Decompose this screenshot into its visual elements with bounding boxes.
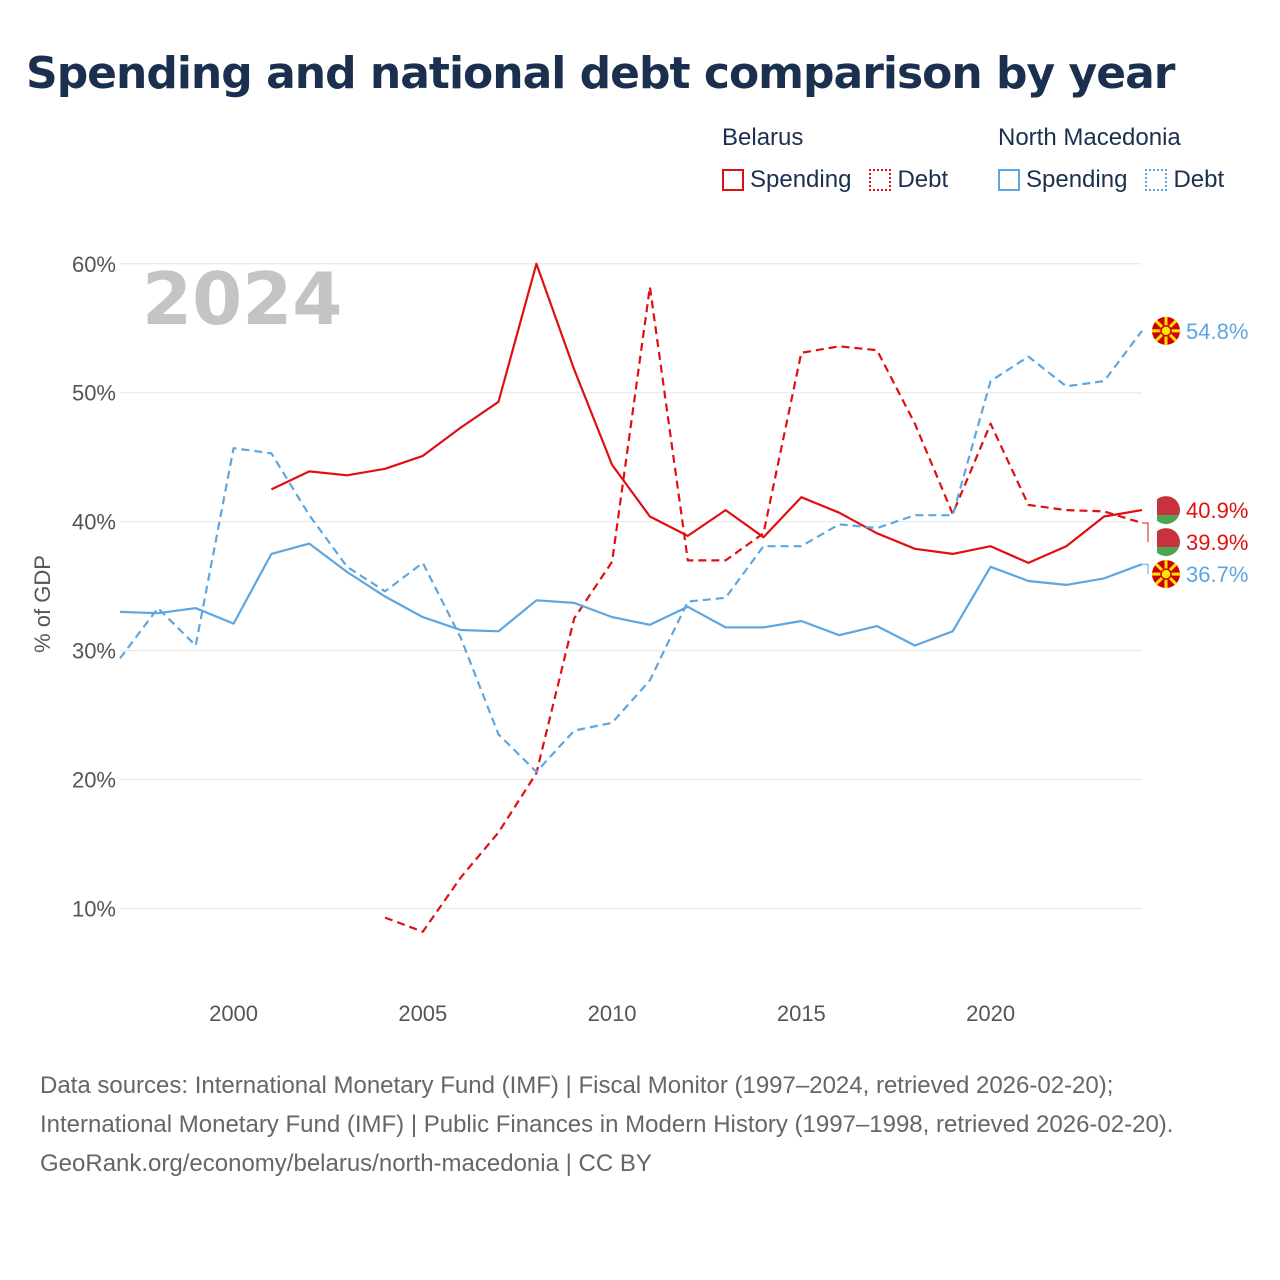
end-labels: 54.8% 40.9% 39.9% 36.7%: [1152, 316, 1248, 589]
legend-item-north-macedonia-debt[interactable]: Debt: [1145, 166, 1224, 194]
legend-item-belarus-spending[interactable]: Spending: [722, 166, 851, 194]
label-connector: [1142, 522, 1149, 543]
x-tick-label: 2005: [398, 1001, 447, 1026]
legend-belarus: Belarus Spending Debt: [722, 124, 948, 194]
label-connectors: [1142, 522, 1149, 575]
legend-label: Debt: [897, 166, 949, 193]
end-value-label: 54.8%: [1186, 319, 1248, 344]
year-watermark: 2024: [142, 257, 342, 341]
series-line-north-macedonia-spending[interactable]: [119, 542, 1143, 647]
belarus-flag-icon: [1152, 528, 1180, 557]
series-line-belarus-debt[interactable]: [384, 285, 1143, 933]
y-tick-label: 60%: [72, 252, 116, 277]
data-sources: Data sources: International Monetary Fun…: [40, 1072, 1174, 1138]
y-axis-ticks: 10% 20% 30% 40% 50% 60%: [72, 252, 116, 922]
end-value-label: 40.9%: [1186, 498, 1248, 523]
y-tick-label: 40%: [72, 510, 116, 535]
x-axis-ticks: 2000 2005 2010 2015 2020: [209, 1001, 1015, 1026]
legend-country-belarus: Belarus: [722, 124, 804, 151]
end-value-label: 36.7%: [1186, 562, 1248, 587]
legend-swatch-dotted: [869, 169, 892, 191]
legend-north-macedonia: North Macedonia Spending Debt: [998, 124, 1224, 194]
legend-swatch-solid: [998, 169, 1020, 191]
legend-label: Spending: [750, 166, 852, 193]
x-tick-label: 2000: [209, 1001, 258, 1026]
label-connector: [1142, 563, 1149, 575]
gridlines: [120, 263, 1142, 910]
x-tick-label: 2020: [966, 1001, 1015, 1026]
chart-title: Spending and national debt comparison by…: [26, 48, 1175, 99]
x-tick-label: 2015: [777, 1001, 826, 1026]
y-tick-label: 30%: [72, 639, 116, 664]
north-macedonia-flag-icon: [1152, 560, 1180, 589]
y-tick-label: 10%: [72, 897, 116, 922]
legend-swatch-solid: [722, 169, 744, 191]
belarus-flag-icon: [1152, 496, 1180, 525]
north-macedonia-flag-icon: [1152, 316, 1180, 345]
line-chart: 10%20%30%40%50%60% 2000 2005 2010 2015 2020 …: [30, 252, 1248, 1026]
series-lines: [119, 262, 1143, 933]
footer: Data sources: International Monetary Fun…: [40, 1066, 1240, 1183]
series-line-belarus-spending[interactable]: [270, 262, 1143, 564]
legend-item-belarus-debt[interactable]: Debt: [869, 166, 948, 194]
x-tick-label: 2010: [588, 1001, 637, 1026]
series-line-north-macedonia-debt[interactable]: [119, 330, 1143, 773]
credit-link[interactable]: GeoRank.org/economy/belarus/north-macedo…: [40, 1150, 652, 1177]
end-value-label: 39.9%: [1186, 530, 1248, 555]
legend-item-north-macedonia-spending[interactable]: Spending: [998, 166, 1127, 194]
legend-swatch-dotted: [1145, 169, 1168, 191]
y-tick-label: 50%: [72, 381, 116, 406]
y-tick-label: 20%: [72, 768, 116, 793]
y-axis-label: % of GDP: [30, 555, 55, 653]
legend-country-north-macedonia: North Macedonia: [998, 124, 1181, 151]
legend-label: Debt: [1173, 166, 1225, 193]
legend-label: Spending: [1026, 166, 1128, 193]
